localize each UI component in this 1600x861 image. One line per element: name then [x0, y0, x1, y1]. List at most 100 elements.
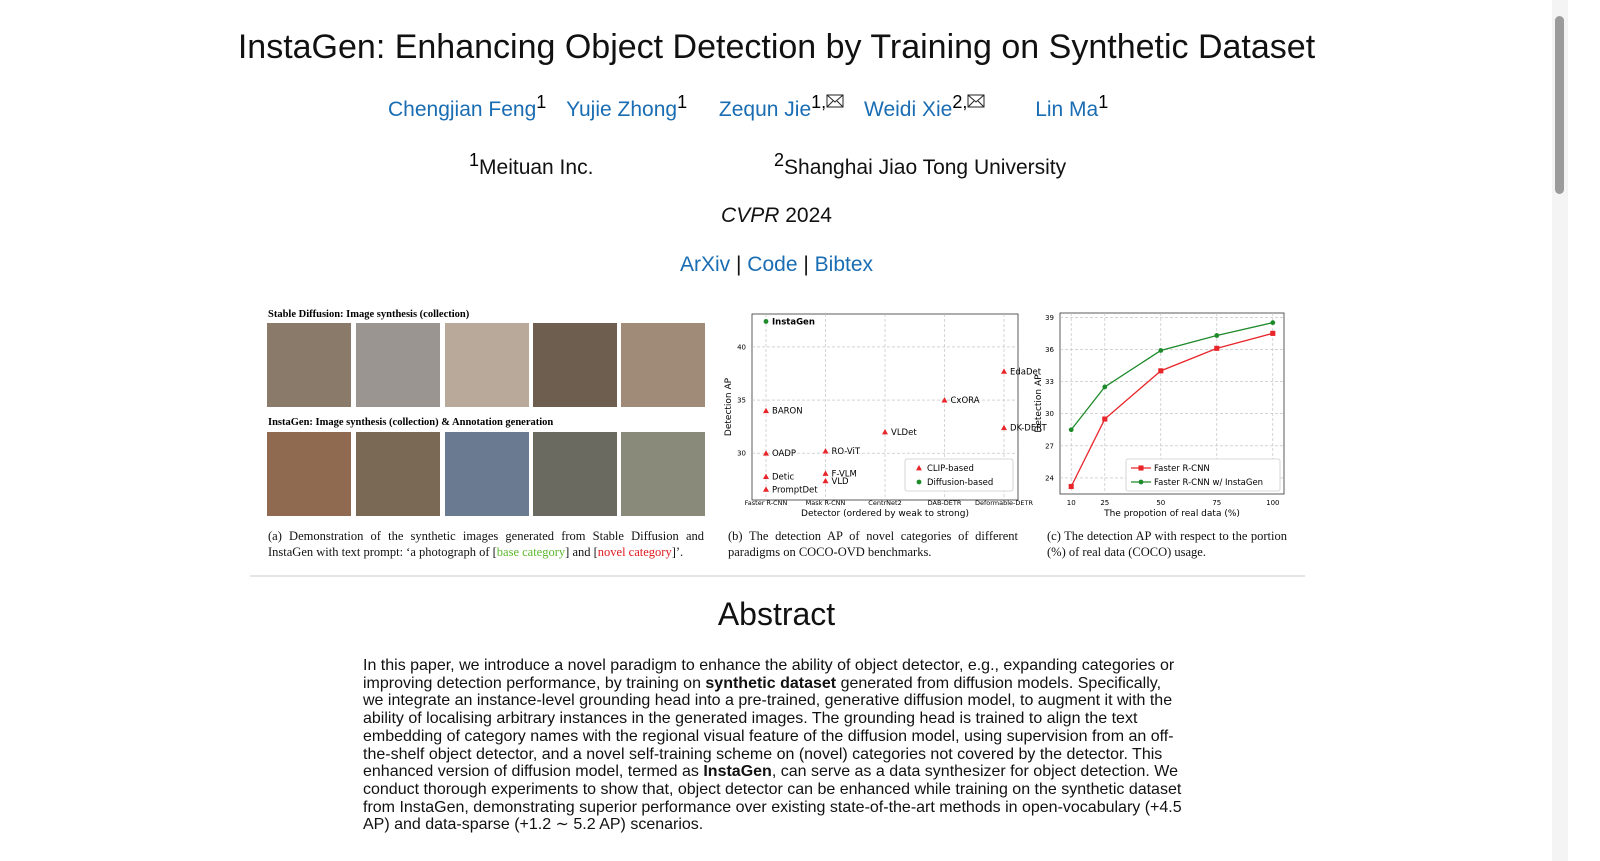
x-axis-label: Detector (ordered by weak to strong): [801, 509, 969, 519]
point: [916, 465, 922, 471]
photo: [621, 323, 705, 407]
figure-caption: (c) The detection AP with respect to the…: [1047, 529, 1287, 559]
separator: |: [803, 253, 809, 276]
x-axis-label: The propotion of real data (%): [1103, 509, 1240, 519]
point: [1138, 479, 1144, 485]
x-tick-label: 75: [1212, 499, 1221, 507]
abstract-segment: , can serve as a data synthesizer for ob…: [363, 763, 1182, 834]
y-tick-label: 39: [1045, 314, 1054, 322]
legend-label: CLIP-based: [927, 464, 974, 474]
point: [1102, 416, 1108, 422]
figure-caption: (b) The detection AP of novel categories…: [728, 529, 1018, 559]
legend-label: Faster R-CNN w/ InstaGen: [1154, 478, 1263, 488]
y-tick-label: 30: [737, 450, 746, 458]
caption-part: base category: [496, 545, 566, 559]
title: InstaGen: Enhancing Object Detection by …: [237, 28, 1316, 66]
links: ArXiv | Code | Bibtex: [0, 253, 1553, 277]
author-mark: 2,: [952, 92, 968, 112]
link[interactable]: ArXiv: [679, 253, 731, 276]
point: [822, 470, 829, 476]
y-tick-label: 24: [1045, 474, 1054, 482]
photo: [356, 323, 440, 407]
point: [1068, 483, 1074, 490]
point: [763, 407, 769, 414]
legend-box: [904, 458, 1014, 492]
x-tick-label: DAB-DETR: [928, 499, 962, 507]
point-label: BARON: [772, 407, 803, 417]
photo: [533, 323, 617, 407]
photo: [533, 432, 617, 516]
figure-heading: Stable Diffusion: Image synthesis (colle…: [268, 309, 470, 320]
x-tick-label: Deformable-DETR: [975, 499, 1034, 507]
legend-label: Faster R-CNN: [1154, 464, 1210, 474]
caption-part: (a) Demonstration of the synthetic image…: [268, 529, 704, 559]
photo-grid: [267, 323, 705, 516]
author-link[interactable]: Lin Ma: [1035, 98, 1099, 121]
separator: |: [735, 253, 742, 276]
point: [1214, 345, 1220, 351]
caption-part: ] and [: [565, 545, 598, 559]
point: [941, 397, 948, 403]
point: [763, 319, 769, 324]
author-mark: 1: [1098, 92, 1109, 112]
abstract-segment: In this paper, we introduce a novel para…: [363, 657, 1175, 692]
x-tick-label: 10: [1067, 499, 1076, 507]
point-label: Detic: [772, 473, 794, 483]
x-tick-label: Faster R-CNN: [745, 499, 788, 507]
y-axis-label: Detection AP: [724, 377, 734, 436]
y-axis-label: Detection AP: [1034, 374, 1044, 433]
author-link[interactable]: Chengjian Feng: [388, 98, 537, 121]
point: [763, 486, 769, 492]
point: [1138, 465, 1144, 471]
y-tick-label: 36: [1045, 346, 1054, 354]
abstract-segment: synthetic dataset: [705, 674, 837, 692]
point-label: OADP: [772, 449, 796, 459]
caption-part: ]’.: [671, 545, 684, 559]
mail-icon: [967, 94, 985, 108]
link[interactable]: Bibtex: [814, 253, 874, 276]
point: [1270, 320, 1276, 326]
legend-label: Diffusion-based: [927, 478, 993, 488]
author-link[interactable]: Weidi Xie: [864, 98, 953, 121]
scrollbar-thumb: [1555, 16, 1564, 194]
y-tick-label: 35: [737, 397, 746, 405]
y-tick-label: 33: [1045, 378, 1054, 386]
authors: Chengjian Feng1 Yujie Zhong1 Zequn Jie1,…: [388, 92, 1108, 122]
author-mark: 1: [536, 92, 547, 112]
point: [1270, 330, 1276, 336]
x-tick-label: Mask R-CNN: [806, 499, 846, 507]
point-label: EdaDet: [1010, 367, 1042, 377]
author-link[interactable]: Zequn Jie: [718, 98, 812, 121]
venue-name: CVPR: [721, 204, 780, 227]
x-tick-label: CentrNet2: [868, 499, 901, 507]
affiliation-index: 2: [774, 150, 785, 170]
venue: CVPR 2024: [0, 204, 1553, 228]
y-tick-label: 40: [737, 343, 746, 351]
point: [1158, 348, 1164, 353]
affiliation: 1Meituan Inc.: [469, 150, 593, 180]
point-label: RO-ViT: [832, 447, 861, 457]
point: [1001, 424, 1007, 431]
affiliation-index: 1: [469, 150, 480, 170]
point: [763, 450, 769, 456]
author-mark: 1: [677, 92, 688, 112]
photo: [267, 432, 351, 516]
point-label: InstaGen: [772, 317, 815, 327]
figure-caption: (a) Demonstration of the synthetic image…: [268, 528, 704, 560]
point: [916, 479, 922, 485]
point: [822, 477, 829, 484]
x-tick-label: 100: [1266, 499, 1279, 507]
point: [1068, 427, 1074, 433]
author-link[interactable]: Yujie Zhong: [566, 98, 678, 121]
affiliation-name: Meituan Inc.: [479, 156, 594, 179]
point-label: VLD: [832, 477, 850, 487]
affiliation-name: Shanghai Jiao Tong University: [784, 156, 1067, 179]
point: [822, 448, 829, 454]
mail-icon: [826, 94, 844, 108]
link[interactable]: Code: [747, 253, 798, 276]
point: [1158, 368, 1164, 374]
abstract-segment: generated from diffusion models. Specifi…: [363, 674, 1174, 781]
x-tick-label: 25: [1100, 499, 1109, 507]
affiliation: 2Shanghai Jiao Tong University: [774, 150, 1066, 180]
